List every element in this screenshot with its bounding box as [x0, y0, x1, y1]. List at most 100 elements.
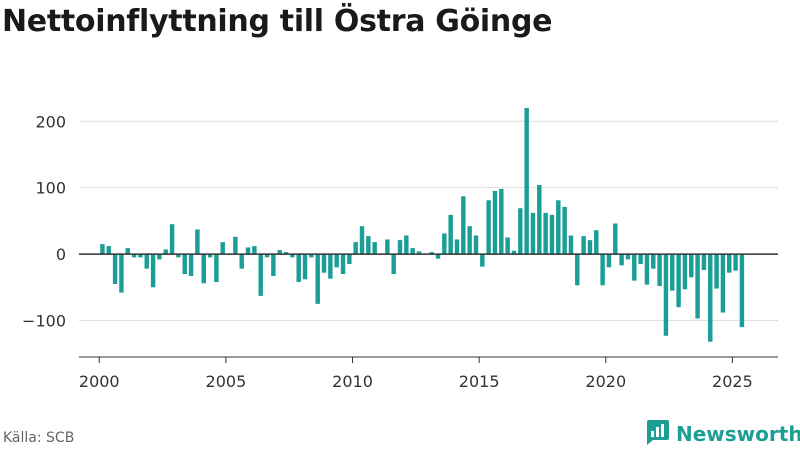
bar [264, 254, 270, 258]
bar [682, 254, 688, 290]
bar [689, 254, 694, 278]
bar [619, 254, 624, 266]
bar [651, 254, 656, 269]
bar [163, 249, 168, 255]
bar [347, 254, 352, 265]
gridlines [79, 120, 778, 321]
bar [385, 239, 390, 255]
bar [670, 254, 675, 291]
bar [442, 233, 447, 255]
bar [188, 254, 194, 276]
bar [530, 212, 536, 255]
bar [277, 250, 282, 255]
bar [492, 190, 498, 255]
brand-name: Newsworthy [676, 422, 800, 446]
bar [334, 254, 339, 268]
bar [271, 254, 276, 276]
bar [739, 254, 745, 328]
bar [543, 212, 548, 255]
bar [302, 254, 308, 280]
x-tick-label: 2010 [332, 372, 373, 391]
bar [581, 236, 586, 255]
bar [416, 251, 422, 255]
source-note: Källa: SCB [3, 430, 75, 446]
bar [613, 223, 618, 255]
chart-title: Nettoinflyttning till Östra Göinge [2, 4, 553, 39]
bar [138, 254, 143, 258]
bar [169, 224, 175, 255]
bar [708, 254, 713, 342]
bar [562, 206, 567, 255]
bar [201, 254, 206, 284]
x-tick-label: 2020 [585, 372, 626, 391]
bar [511, 250, 517, 255]
bar [473, 235, 479, 255]
bar [556, 200, 561, 255]
bar [131, 254, 137, 258]
bar [328, 254, 333, 279]
bar [220, 242, 225, 255]
y-tick-label: 0 [56, 245, 66, 264]
bar [252, 246, 257, 255]
bar [144, 254, 149, 269]
brand-logo[interactable]: Newsworthy [644, 418, 800, 450]
bar [195, 229, 200, 255]
bar [638, 254, 643, 265]
bar [245, 247, 251, 255]
bar [575, 254, 580, 286]
bar [397, 240, 403, 255]
bar [657, 254, 662, 286]
bar [695, 254, 700, 319]
bar [258, 254, 263, 296]
bar [594, 230, 599, 255]
bar [119, 254, 124, 293]
x-tick-label: 2025 [712, 372, 753, 391]
bar [480, 254, 485, 267]
bar [600, 254, 605, 286]
y-tick-label: 100 [35, 179, 66, 198]
bar [106, 246, 111, 255]
x-tick-label: 2000 [79, 372, 120, 391]
bar [632, 254, 637, 281]
bar [214, 254, 219, 282]
bar [448, 214, 453, 255]
bar [176, 254, 181, 258]
bar [587, 240, 593, 255]
bar [524, 107, 529, 255]
bar [676, 254, 681, 308]
bar [454, 239, 460, 255]
bar [182, 254, 187, 274]
bar [321, 254, 327, 273]
bar [207, 254, 213, 258]
bar [309, 254, 314, 258]
bar [150, 254, 156, 288]
bar [518, 208, 523, 255]
bar [283, 252, 289, 255]
bar [663, 254, 669, 336]
bar [296, 254, 301, 282]
bar [340, 254, 346, 274]
bar [727, 254, 732, 273]
bar [410, 248, 415, 255]
bar [499, 188, 504, 255]
y-tick-label: −100 [22, 311, 66, 330]
bar [486, 200, 491, 255]
bar [157, 254, 162, 260]
bar [112, 254, 118, 284]
bar [353, 242, 358, 255]
bar [359, 226, 365, 255]
bar [549, 214, 555, 255]
bar [239, 254, 244, 269]
bar [537, 185, 542, 255]
bar [701, 254, 707, 271]
bar [429, 252, 434, 255]
bar [233, 236, 238, 255]
bar [315, 254, 320, 304]
bar [391, 254, 396, 274]
y-tick-label: 200 [35, 112, 66, 131]
bar [644, 254, 650, 285]
bar [625, 254, 631, 260]
bar [733, 254, 738, 271]
bar [505, 237, 510, 255]
